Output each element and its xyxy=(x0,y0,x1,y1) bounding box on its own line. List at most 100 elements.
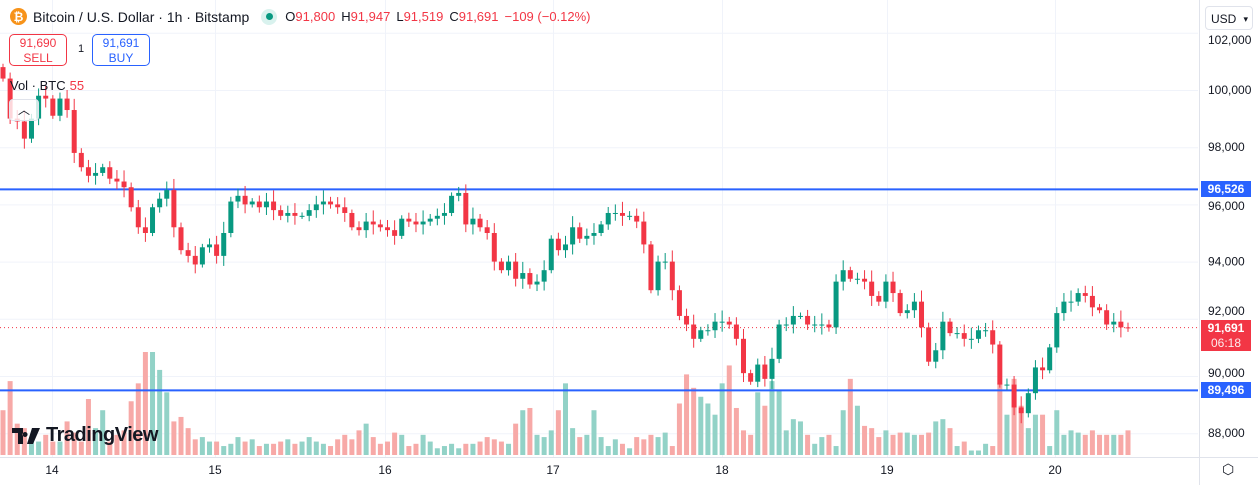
candle-body xyxy=(748,373,754,382)
change-value: −109 (−0.12%) xyxy=(504,9,591,24)
volume-bar xyxy=(940,419,946,455)
volume-bar xyxy=(847,378,853,455)
volume-bar xyxy=(370,437,376,455)
volume-bar xyxy=(470,443,476,455)
candle-body xyxy=(733,324,739,339)
volume-bar xyxy=(313,441,319,455)
volume-bar xyxy=(605,446,611,455)
volume-bar xyxy=(50,441,56,455)
volume-bar xyxy=(491,439,497,455)
volume-bar xyxy=(242,441,248,455)
candle-body xyxy=(968,338,974,340)
candle-body xyxy=(399,218,405,236)
candle-body xyxy=(342,207,348,213)
volume-bar xyxy=(947,428,953,455)
time-ticks: 14 15 16 17 18 19 20 xyxy=(45,463,1062,477)
volume-bar xyxy=(150,352,156,455)
candle-body xyxy=(249,201,255,205)
volume-bar xyxy=(676,403,682,455)
price-tick-label: 98,000 xyxy=(1208,140,1245,154)
candle-body xyxy=(85,167,91,176)
high-value: 91,947 xyxy=(350,9,391,24)
volume-bar xyxy=(1125,430,1131,455)
open-label: O xyxy=(285,9,296,24)
volume-bar xyxy=(93,428,99,455)
volume-legend[interactable]: Vol · BTC 55 xyxy=(10,78,84,93)
last-price: 91,691 xyxy=(1207,321,1245,335)
price-tick-label: 92,000 xyxy=(1208,304,1245,318)
quantity[interactable]: 1 xyxy=(78,43,85,55)
candle-body xyxy=(876,295,882,302)
volume-bar xyxy=(363,423,369,455)
volume-bar xyxy=(641,439,647,455)
volume-bar xyxy=(883,430,889,455)
tradingview-logo[interactable]: TradingView xyxy=(12,424,158,447)
candle-body xyxy=(975,330,981,339)
chart-settings-icon[interactable]: ⬡ xyxy=(1222,461,1235,477)
candle-body xyxy=(854,278,860,280)
candle-body xyxy=(278,210,284,216)
volume-bar xyxy=(199,437,205,455)
resistance-price-tag: 96,526 xyxy=(1201,181,1251,197)
candle-body xyxy=(171,190,177,228)
volume-bar xyxy=(449,443,455,455)
volume-bar xyxy=(755,392,761,455)
volume-bar xyxy=(733,407,739,455)
volume-bar xyxy=(377,443,383,455)
candle-body xyxy=(548,238,554,271)
volume-bar xyxy=(114,434,120,455)
candle-body xyxy=(413,221,419,225)
candle-body xyxy=(783,324,789,326)
horizontal-lines[interactable] xyxy=(0,188,1199,392)
collapse-legend-button[interactable]: ︿ xyxy=(9,99,39,121)
volume-bar xyxy=(36,441,42,455)
candle-body xyxy=(449,195,455,213)
currency-select[interactable]: USD ▾ xyxy=(1205,6,1253,30)
buy-button[interactable]: 91,691 BUY xyxy=(92,34,150,66)
symbol-title[interactable]: Bitcoin / U.S. Dollar · 1h · Bitstamp xyxy=(33,8,250,25)
volume-bar xyxy=(513,423,519,455)
grid xyxy=(0,0,1199,457)
volume-bar xyxy=(342,434,348,455)
last-price-tag: 91,691 06:18 xyxy=(1201,320,1251,351)
candle-body xyxy=(0,67,6,79)
volume-bar xyxy=(1025,428,1031,455)
volume-bar xyxy=(904,432,910,455)
candle-body xyxy=(513,261,519,279)
sell-button[interactable]: 91,690 SELL xyxy=(9,34,67,66)
volume-bar xyxy=(299,441,305,455)
candle-body xyxy=(819,324,825,326)
candle-body xyxy=(456,192,462,196)
volume-bar xyxy=(185,428,191,455)
candle-body xyxy=(292,212,298,216)
volume-bar xyxy=(157,369,163,455)
candles xyxy=(0,63,1131,424)
volume-bar xyxy=(263,443,269,455)
high-label: H xyxy=(341,9,351,24)
time-tick-label: 17 xyxy=(546,463,560,477)
volume-bar xyxy=(534,434,540,455)
volume-bar xyxy=(954,446,960,455)
time-tick-label: 14 xyxy=(45,463,59,477)
candle-body xyxy=(598,224,604,233)
candle-body xyxy=(605,212,611,225)
volume-bar xyxy=(214,441,220,455)
volume-bar xyxy=(598,437,604,455)
volume-bar xyxy=(128,401,134,455)
volume-bar xyxy=(192,439,198,455)
candle-body xyxy=(214,244,220,256)
volume-bar xyxy=(135,383,141,455)
volume-bar xyxy=(961,441,967,455)
candle-body xyxy=(392,230,398,236)
volume-bar xyxy=(975,450,981,455)
candle-body xyxy=(100,167,106,173)
price-axis[interactable] xyxy=(1198,0,1258,485)
candle-body xyxy=(669,261,675,291)
candle-body xyxy=(527,273,533,285)
volume-bar xyxy=(691,387,697,455)
price-tick-label: 96,000 xyxy=(1208,199,1245,213)
volume-bar xyxy=(1097,434,1103,455)
candle-body xyxy=(940,321,946,351)
volume-bar xyxy=(292,443,298,455)
